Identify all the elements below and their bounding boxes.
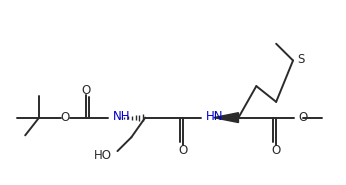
Text: O: O xyxy=(60,111,70,124)
Text: HO: HO xyxy=(93,149,111,162)
Text: O: O xyxy=(272,144,281,157)
Text: NH: NH xyxy=(112,110,130,123)
Text: O: O xyxy=(81,84,90,97)
Text: HN: HN xyxy=(206,110,223,123)
Text: O: O xyxy=(178,144,188,157)
Polygon shape xyxy=(214,113,238,122)
Text: O: O xyxy=(298,111,307,124)
Text: S: S xyxy=(297,53,304,66)
